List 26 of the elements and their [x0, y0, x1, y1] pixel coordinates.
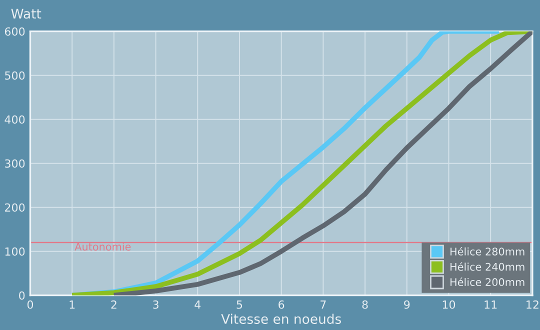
y-tick-label: 600 [4, 27, 25, 36]
y-tick-label: 0 [19, 291, 25, 300]
x-tick-label: 3 [153, 300, 158, 309]
x-tick-label: 0 [27, 300, 34, 309]
legend-label: Hélice 200mm [450, 278, 524, 286]
x-tick-label: 4 [194, 300, 201, 309]
x-tick-label: 6 [278, 300, 284, 309]
x-tick-label: 5 [236, 300, 242, 309]
legend-label: Hélice 240mm [450, 262, 524, 271]
y-tick-label: 200 [4, 203, 25, 212]
y-tick-label: 400 [4, 115, 25, 124]
ref-line-label: Autonomie [74, 242, 131, 251]
x-tick-label: 9 [404, 300, 410, 309]
x-tick-label: 10 [442, 300, 456, 309]
y-tick-label: 300 [5, 159, 25, 168]
y-axis-title: Watt [11, 8, 42, 19]
x-tick-label: 8 [362, 300, 368, 309]
x-tick-label: 11 [484, 300, 497, 309]
y-tick-label: 500 [5, 71, 25, 80]
y-tick-label: 100 [5, 247, 25, 256]
legend-label: Hélice 280mm [450, 246, 524, 256]
x-tick-label: 2 [111, 300, 116, 309]
x-tick-label: 1 [70, 300, 75, 309]
x-tick-label: 12 [526, 300, 538, 309]
x-tick-label: 7 [320, 300, 326, 309]
x-axis-title: Vitesse en noeuds [221, 314, 341, 324]
